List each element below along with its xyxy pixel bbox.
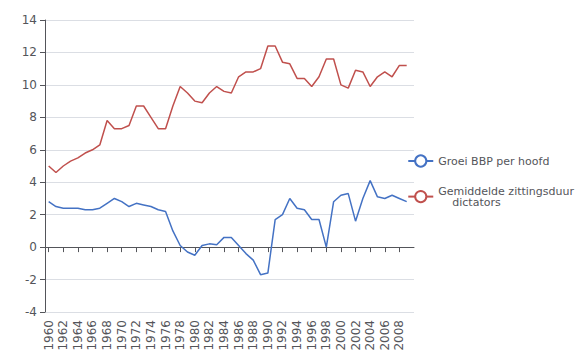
svg-text:1970: 1970 <box>115 320 129 351</box>
svg-text:2002: 2002 <box>349 320 363 351</box>
svg-text:0: 0 <box>29 240 37 254</box>
svg-text:2008: 2008 <box>392 320 406 351</box>
svg-text:1966: 1966 <box>85 320 99 351</box>
svg-text:2000: 2000 <box>334 320 348 351</box>
svg-text:1982: 1982 <box>202 320 216 351</box>
svg-text:-2: -2 <box>25 273 37 287</box>
svg-text:1976: 1976 <box>159 320 173 351</box>
svg-text:1992: 1992 <box>275 320 289 351</box>
svg-text:Groei BBP per hoofd: Groei BBP per hoofd <box>438 155 549 168</box>
svg-text:2004: 2004 <box>363 320 377 351</box>
svg-text:1986: 1986 <box>232 320 246 351</box>
svg-text:1996: 1996 <box>305 320 319 351</box>
svg-text:-4: -4 <box>25 305 37 319</box>
svg-text:10: 10 <box>22 78 37 92</box>
svg-text:8: 8 <box>29 110 37 124</box>
svg-text:12: 12 <box>22 45 37 59</box>
svg-text:2006: 2006 <box>378 320 392 351</box>
svg-text:1990: 1990 <box>261 320 275 351</box>
svg-text:4: 4 <box>29 175 37 189</box>
svg-text:1968: 1968 <box>100 320 114 351</box>
svg-text:1998: 1998 <box>319 320 333 351</box>
svg-text:1980: 1980 <box>188 320 202 351</box>
svg-text:1988: 1988 <box>246 320 260 351</box>
svg-text:1962: 1962 <box>56 320 70 351</box>
svg-text:1994: 1994 <box>290 320 304 351</box>
svg-text:1984: 1984 <box>217 320 231 351</box>
svg-text:dictators: dictators <box>438 196 501 209</box>
svg-text:1978: 1978 <box>173 320 187 351</box>
svg-text:6: 6 <box>29 143 37 157</box>
svg-text:1972: 1972 <box>129 320 143 351</box>
svg-text:2: 2 <box>29 208 37 222</box>
svg-text:14: 14 <box>22 13 37 27</box>
svg-text:1960: 1960 <box>42 320 56 351</box>
svg-text:1974: 1974 <box>144 320 158 351</box>
svg-text:1964: 1964 <box>71 320 85 351</box>
svg-text:Gemiddelde zittingsduur: Gemiddelde zittingsduur <box>438 184 574 198</box>
